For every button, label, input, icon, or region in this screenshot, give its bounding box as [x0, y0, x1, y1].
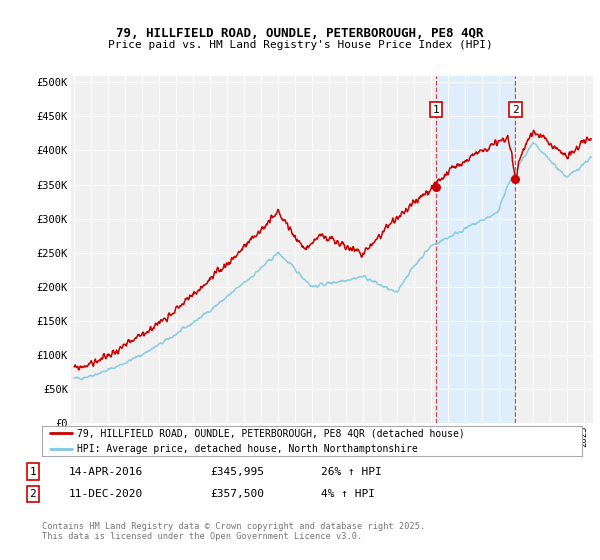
Text: 2: 2 — [29, 489, 37, 499]
Text: 1: 1 — [29, 466, 37, 477]
Text: 11-DEC-2020: 11-DEC-2020 — [69, 489, 143, 499]
Text: 26% ↑ HPI: 26% ↑ HPI — [321, 466, 382, 477]
Text: HPI: Average price, detached house, North Northamptonshire: HPI: Average price, detached house, Nort… — [77, 444, 418, 454]
Text: 14-APR-2016: 14-APR-2016 — [69, 466, 143, 477]
Text: 79, HILLFIELD ROAD, OUNDLE, PETERBOROUGH, PE8 4QR: 79, HILLFIELD ROAD, OUNDLE, PETERBOROUGH… — [116, 27, 484, 40]
Text: 1: 1 — [433, 105, 439, 115]
Bar — [436, 76, 515, 423]
Text: 2: 2 — [512, 105, 519, 115]
Text: 4% ↑ HPI: 4% ↑ HPI — [321, 489, 375, 499]
Text: £345,995: £345,995 — [210, 466, 264, 477]
Text: 79, HILLFIELD ROAD, OUNDLE, PETERBOROUGH, PE8 4QR (detached house): 79, HILLFIELD ROAD, OUNDLE, PETERBOROUGH… — [77, 428, 465, 438]
Text: Price paid vs. HM Land Registry's House Price Index (HPI): Price paid vs. HM Land Registry's House … — [107, 40, 493, 50]
Text: Contains HM Land Registry data © Crown copyright and database right 2025.
This d: Contains HM Land Registry data © Crown c… — [42, 522, 425, 542]
Text: £357,500: £357,500 — [210, 489, 264, 499]
